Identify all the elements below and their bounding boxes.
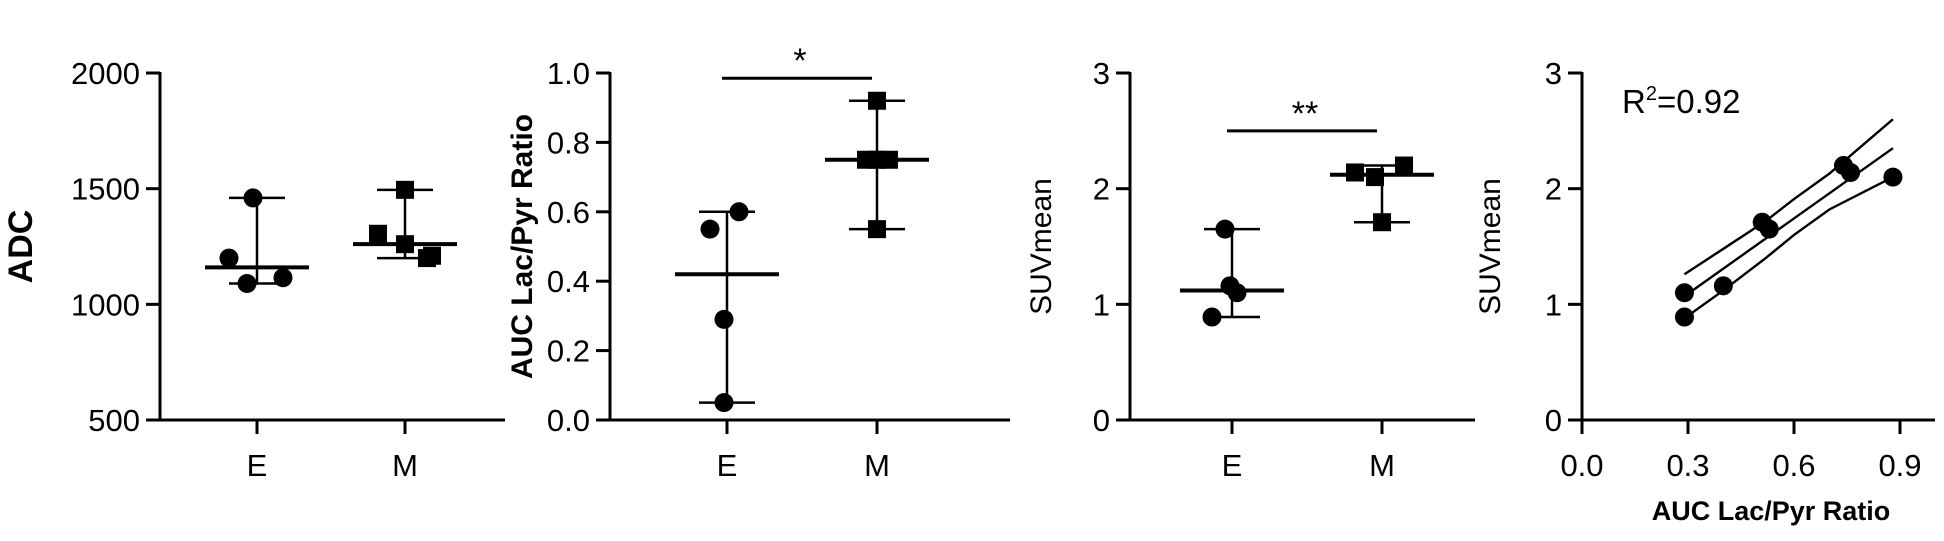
data-point xyxy=(1674,307,1694,327)
y-axis-label: ADC xyxy=(2,210,40,284)
chart-4: 0 1 2 3 SUVmean 0.0 0.3 0.6 0.9 AUC Lac/Pyr Ratio… xyxy=(1474,56,1935,526)
data-point xyxy=(423,246,441,265)
y-tick-label: 1 xyxy=(1093,287,1110,322)
regression-line xyxy=(1683,147,1894,298)
x-tick-label: E xyxy=(717,448,738,483)
y-axis-label: SUVmean xyxy=(1025,178,1058,315)
group-M xyxy=(825,91,929,239)
y-tick-label: 2 xyxy=(1093,172,1110,207)
y-tick-label: 0.0 xyxy=(547,403,590,438)
x-tick-label: 0.0 xyxy=(1560,448,1603,483)
y-tick-label: 1000 xyxy=(71,287,140,322)
data-point xyxy=(1366,168,1384,187)
y-tick-label: 3 xyxy=(1093,56,1110,91)
data-point xyxy=(1674,283,1694,303)
y-tick-label: 0.2 xyxy=(547,334,590,369)
group-E xyxy=(1180,219,1284,327)
r-squared-label: R2=0.92 xyxy=(1622,83,1740,120)
chart-3: 0 1 2 3 SUVmean E M ** xyxy=(1025,56,1475,483)
data-point xyxy=(880,150,898,169)
y-tick-label: 3 xyxy=(1545,56,1562,91)
data-point xyxy=(700,219,720,239)
data-point xyxy=(868,91,886,110)
y-tick-label: 0 xyxy=(1545,403,1562,438)
x-tick-label: 0.3 xyxy=(1666,448,1709,483)
group-M xyxy=(353,180,457,268)
y-tick-label: 0 xyxy=(1093,403,1110,438)
x-tick-label: M xyxy=(864,448,890,483)
significance-label: * xyxy=(793,42,806,80)
y-tick-label: 0.6 xyxy=(547,195,590,230)
y-axis-label: AUC Lac/Pyr Ratio xyxy=(506,114,539,379)
data-point xyxy=(1227,283,1247,303)
y-tick-label: 0.8 xyxy=(547,125,590,160)
data-point xyxy=(1759,219,1779,239)
x-tick-label: 0.6 xyxy=(1772,448,1815,483)
x-tick-label: 0.9 xyxy=(1878,448,1921,483)
data-point xyxy=(396,180,414,199)
x-tick-label: M xyxy=(1369,448,1395,483)
data-point xyxy=(714,309,734,329)
data-point xyxy=(1202,307,1222,327)
data-point xyxy=(273,268,293,288)
group-E xyxy=(675,202,779,413)
data-point xyxy=(868,220,886,239)
data-point xyxy=(369,224,387,243)
x-tick-label: E xyxy=(1222,448,1243,483)
y-tick-label: 500 xyxy=(88,403,140,438)
data-point xyxy=(1373,213,1391,232)
y-tick-label: 2000 xyxy=(71,56,140,91)
data-point xyxy=(219,248,239,268)
data-point xyxy=(714,393,734,413)
data-point xyxy=(729,202,749,222)
y-tick-label: 2 xyxy=(1545,172,1562,207)
y-tick-label: 0.4 xyxy=(547,264,590,299)
data-point xyxy=(1883,167,1903,187)
x-tick-label: M xyxy=(392,448,418,483)
y-axis-label: SUVmean xyxy=(1474,178,1507,315)
confidence-band-lower xyxy=(1683,176,1894,320)
data-point xyxy=(237,274,257,294)
data-point xyxy=(243,188,263,208)
significance-label: ** xyxy=(1292,95,1318,133)
chart-1: 500 1000 1500 2000 ADC E M xyxy=(2,56,505,483)
confidence-band-upper xyxy=(1683,118,1894,276)
data-point xyxy=(1713,276,1733,296)
y-tick-label: 1.0 xyxy=(547,56,590,91)
y-tick-label: 1500 xyxy=(71,172,140,207)
data-point xyxy=(1215,219,1235,239)
x-axis-label: AUC Lac/Pyr Ratio xyxy=(1652,496,1891,526)
group-M xyxy=(1330,156,1434,232)
data-point xyxy=(1395,156,1413,175)
y-tick-label: 1 xyxy=(1545,287,1562,322)
group-E xyxy=(205,188,309,294)
data-point xyxy=(396,235,414,254)
data-point xyxy=(1346,163,1364,182)
data-point xyxy=(1841,162,1861,182)
x-tick-label: E xyxy=(247,448,268,483)
